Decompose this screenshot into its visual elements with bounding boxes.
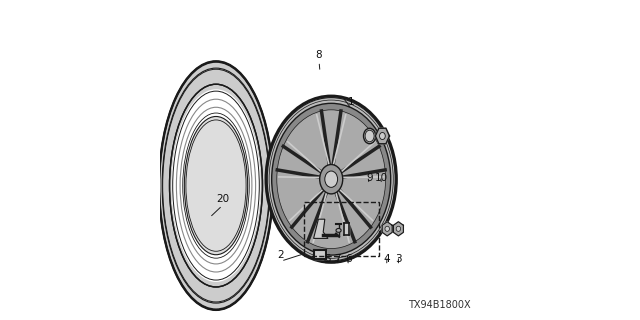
Ellipse shape (364, 128, 376, 144)
Polygon shape (375, 128, 389, 144)
Text: 7: 7 (335, 254, 341, 264)
Text: 9: 9 (366, 173, 372, 183)
Text: 20: 20 (216, 194, 229, 204)
Text: 1: 1 (348, 97, 355, 107)
Ellipse shape (385, 226, 389, 231)
Ellipse shape (184, 116, 248, 255)
Ellipse shape (320, 164, 343, 194)
Bar (304, 202, 380, 256)
Polygon shape (314, 219, 328, 238)
Polygon shape (160, 63, 272, 308)
Text: 6: 6 (346, 254, 352, 264)
Ellipse shape (380, 132, 385, 140)
Ellipse shape (396, 226, 401, 231)
Ellipse shape (277, 110, 385, 249)
Ellipse shape (272, 103, 390, 255)
Ellipse shape (336, 228, 341, 232)
Text: 3: 3 (395, 254, 402, 264)
Text: 4: 4 (383, 254, 390, 264)
Ellipse shape (325, 171, 338, 188)
Text: 2: 2 (278, 250, 284, 260)
Text: 10: 10 (375, 173, 388, 183)
Ellipse shape (365, 130, 374, 142)
Text: 8: 8 (316, 50, 323, 60)
Ellipse shape (266, 96, 397, 262)
Polygon shape (394, 222, 403, 236)
Text: TX94B1800X: TX94B1800X (408, 300, 470, 310)
Polygon shape (382, 222, 392, 236)
Polygon shape (172, 90, 260, 281)
Text: 5: 5 (324, 254, 330, 264)
